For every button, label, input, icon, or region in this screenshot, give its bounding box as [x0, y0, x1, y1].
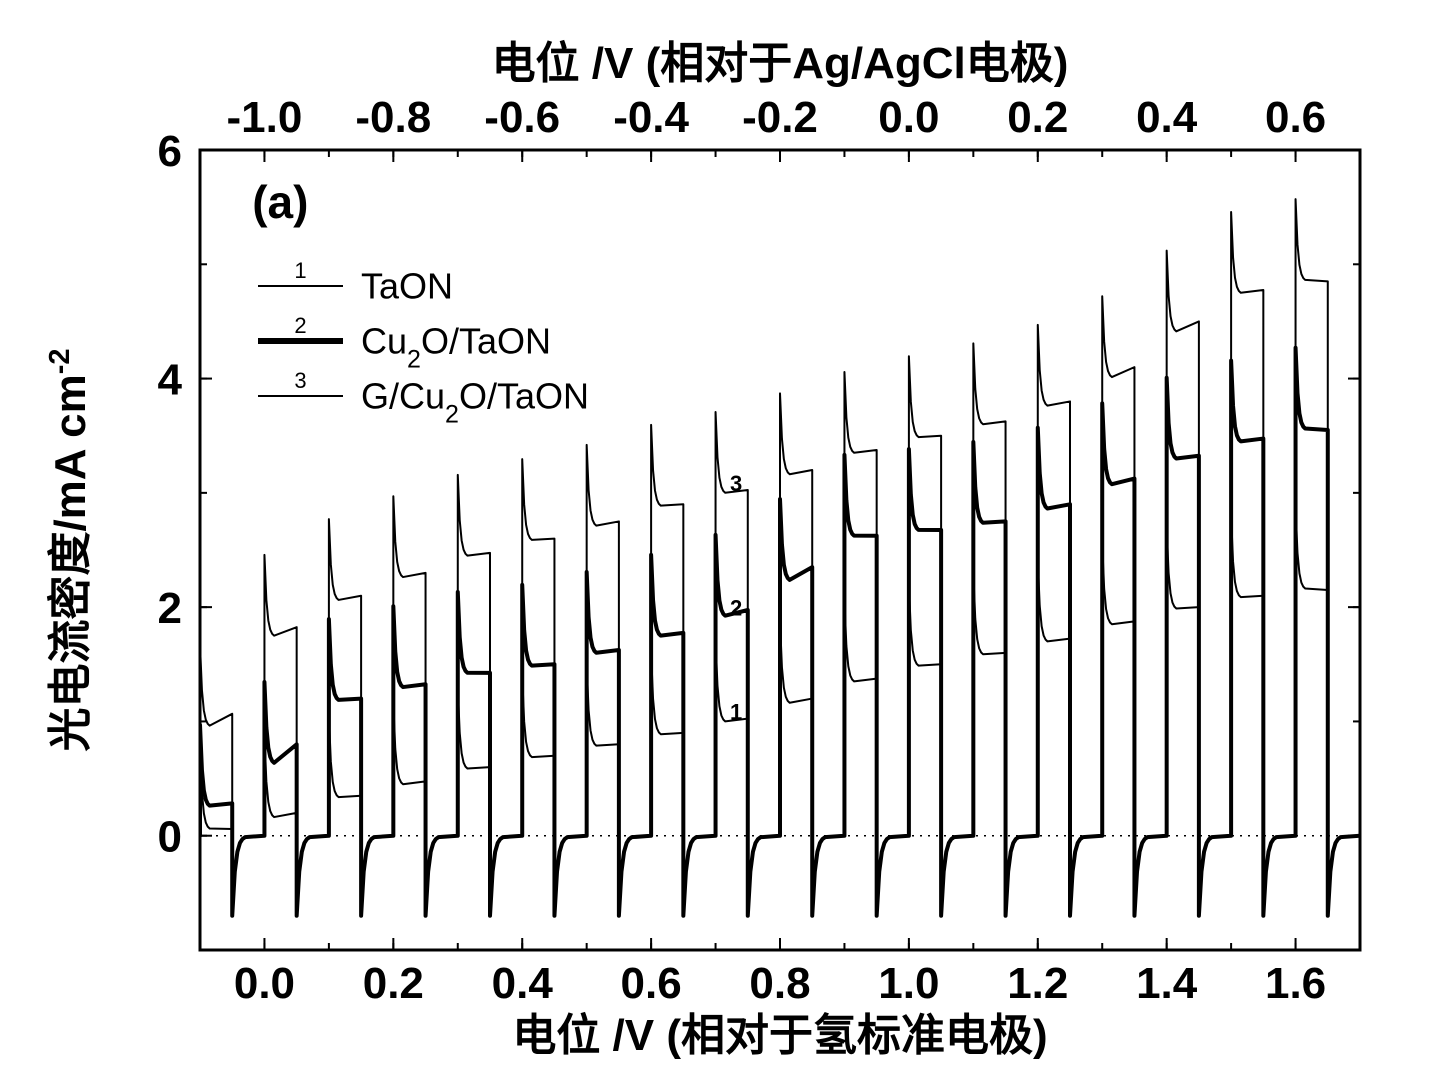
xb-tick-label: 1.0: [878, 959, 939, 1008]
xb-tick-label: 0.2: [363, 959, 424, 1008]
xt-tick-label: 0.4: [1136, 93, 1198, 142]
y-label: 光电流密度/mA cm-2: [44, 348, 95, 751]
y-tick-label: 6: [158, 127, 182, 176]
panel-label: (a): [252, 176, 308, 228]
y-tick-label: 0: [158, 813, 182, 862]
xt-tick-label: 0.2: [1007, 93, 1068, 142]
xb-tick-label: 0.8: [749, 959, 810, 1008]
chart-container: 0.0 0.2 0.4 0.6 0.8 1.0 1.2 1.4 1.6 -1.0 -0.8 -0.6 -…: [0, 0, 1429, 1088]
inline-series-label: 2: [730, 595, 742, 620]
xt-tick-label: -0.4: [613, 93, 689, 142]
legend-label: TaON: [361, 266, 453, 307]
xt-tick-label: 0.0: [878, 93, 939, 142]
y-tick-label: 4: [158, 356, 183, 405]
legend-index: 3: [294, 368, 306, 393]
xt-tick-label: 0.6: [1265, 93, 1326, 142]
xt-tick-label: -0.8: [355, 93, 431, 142]
xb-tick-label: 0.0: [234, 959, 295, 1008]
xt-tick-label: -0.6: [484, 93, 560, 142]
inline-series-label: 3: [730, 471, 742, 496]
xt-tick-label: -0.2: [742, 93, 818, 142]
xt-tick-label: -1.0: [227, 93, 303, 142]
y-tick-label: 2: [158, 584, 182, 633]
xb-tick-label: 1.4: [1136, 959, 1198, 1008]
xb-tick-label: 1.2: [1007, 959, 1068, 1008]
xb-tick-label: 1.6: [1265, 959, 1326, 1008]
xb-tick-label: 0.6: [621, 959, 682, 1008]
x-bottom-label: 电位 /V (相对于氢标准电极): [512, 1011, 1047, 1060]
chart-svg: 0.0 0.2 0.4 0.6 0.8 1.0 1.2 1.4 1.6 -1.0 -0.8 -0.6 -…: [0, 0, 1429, 1088]
legend-index: 2: [294, 313, 306, 338]
inline-series-label: 1: [730, 699, 742, 724]
x-top-label: 电位 /V (相对于Ag/AgCl电极): [492, 39, 1069, 88]
legend-index: 1: [294, 258, 306, 283]
xb-tick-label: 0.4: [492, 959, 554, 1008]
